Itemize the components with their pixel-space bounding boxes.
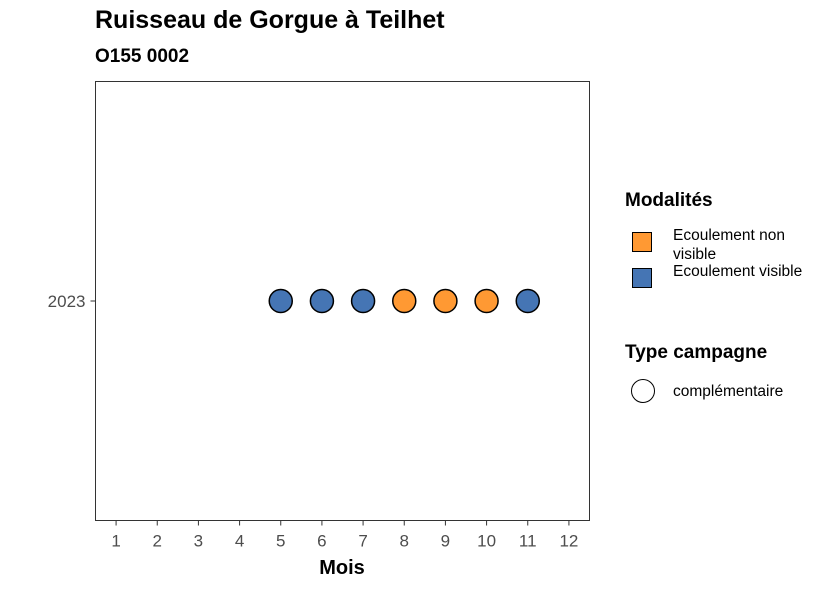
legend-label-non-visible: Ecoulement non visible: [673, 227, 786, 263]
data-point: [474, 288, 499, 314]
legend-key-visible: [632, 268, 652, 288]
legend-campagne: Type campagne complémentaire: [625, 342, 783, 414]
x-tick-label: 3: [194, 532, 203, 551]
x-tick-label: 1: [111, 532, 120, 551]
legend-key-circle: [631, 379, 655, 403]
legend-campagne-title: Type campagne: [625, 342, 768, 363]
x-axis: 1 2 3 4 5 6 7 8 9 10 11 12: [111, 520, 578, 551]
plot-panel: [95, 81, 590, 521]
x-tick-label: 10: [477, 532, 496, 551]
y-axis: 2023: [48, 292, 96, 311]
legend-item-non-visible: Ecoulement non visible: [625, 226, 785, 263]
data-point: [433, 288, 458, 314]
x-tick-label: 2: [153, 532, 162, 551]
legend-item-visible: Ecoulement visible: [625, 262, 802, 298]
legend-label-visible: Ecoulement visible: [673, 263, 803, 280]
x-tick-label: 9: [441, 532, 450, 551]
x-tick-label: 4: [235, 532, 244, 551]
chart-subtitle: O155 0002: [95, 46, 190, 67]
chart-title: Ruisseau de Gorgue à Teilhet: [95, 6, 445, 34]
data-points: [268, 288, 540, 314]
data-point: [515, 288, 540, 314]
legend-modalites: Modalités Ecoulement non visible Ecoulem…: [625, 190, 802, 298]
legend-label-complementaire: complémentaire: [673, 383, 784, 400]
x-tick-label: 8: [400, 532, 409, 551]
legend-item-complementaire: complémentaire: [625, 378, 783, 414]
x-tick-label: 12: [559, 532, 578, 551]
x-tick-label: 11: [519, 532, 537, 551]
x-tick-label: 6: [317, 532, 326, 551]
x-tick-label: 5: [276, 532, 285, 551]
legend-key-non-visible: [632, 232, 652, 252]
data-point: [350, 288, 376, 314]
legend-modalites-title: Modalités: [625, 190, 713, 211]
y-tick-label: 2023: [48, 292, 86, 311]
data-point: [392, 288, 417, 314]
x-axis-title: Mois: [319, 557, 365, 579]
data-point: [268, 288, 293, 314]
x-tick-label: 7: [358, 532, 367, 551]
data-point: [309, 288, 335, 314]
